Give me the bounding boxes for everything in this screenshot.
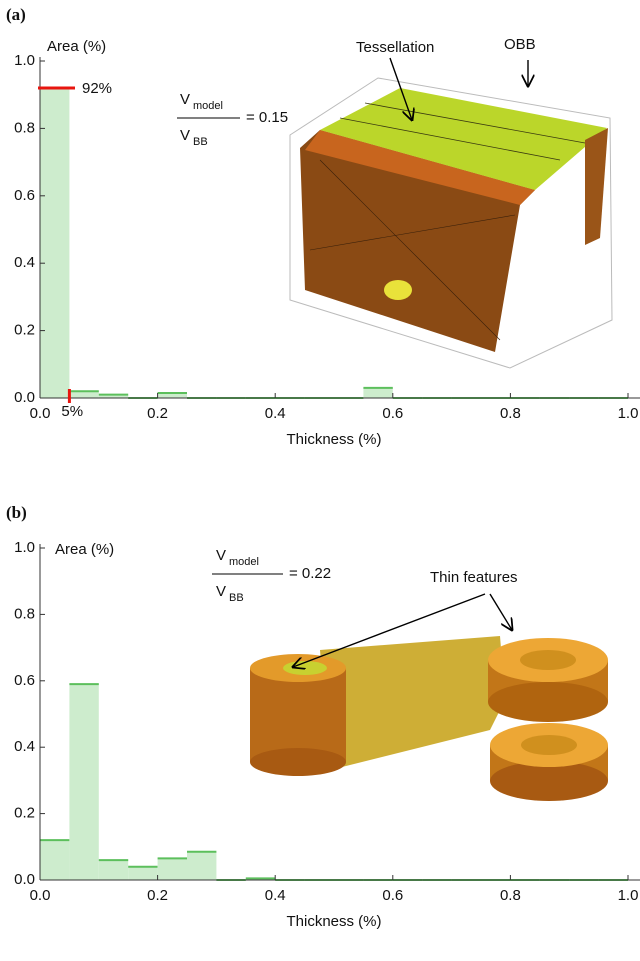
y-tick-label: 0.2 [14,322,35,339]
y-tick-label: 0.8 [14,119,35,136]
x-tick-label: 0.2 [147,887,168,904]
y-tick-label: 0.6 [14,187,35,204]
formula-sub: model [229,556,259,568]
x-tick-label: 1.0 [618,405,639,422]
bar [99,860,128,880]
bar [187,852,216,880]
formula-result: = 0.15 [246,109,288,126]
formula-v: V [180,127,190,144]
formula-v: V [216,583,226,600]
panel-label: (b) [6,503,27,522]
x-tick-label: 0.4 [265,405,286,422]
x-tick-label: 0.4 [265,887,286,904]
y-axis-label: Area (%) [47,38,106,55]
y-tick-label: 1.0 [14,52,35,69]
callout: Tessellation [356,39,434,56]
y-tick-label: 0.0 [14,871,35,888]
y-axis-label: Area (%) [55,541,114,558]
formula-sub: model [193,100,223,112]
x-tick-label: 0.2 [147,405,168,422]
formula-sub: BB [193,136,208,148]
bar [69,391,98,398]
y-tick-label: 0.4 [14,738,35,755]
x-tick-label: 0.8 [500,405,521,422]
bracket-render [290,58,612,368]
y-tick-label: 0.6 [14,672,35,689]
x-tick-label: 0.8 [500,887,521,904]
x-axis-label: Thickness (%) [286,431,381,448]
x-tick-label: 0.6 [382,887,403,904]
x-tick-label: 1.0 [618,887,639,904]
part-render [250,594,608,801]
bar [40,840,69,880]
figure: (a) Area (%) Thickness (%) V model V BB … [0,0,640,961]
callout: Thin features [430,569,518,586]
formula-result: = 0.22 [289,565,331,582]
bar [128,867,157,880]
y-tick-label: 0.2 [14,805,35,822]
formula-v: V [216,547,226,564]
x-tick-label: 0.6 [382,405,403,422]
panel-label: (a) [6,5,26,24]
callout: OBB [504,36,536,53]
x-tick-label: 0.0 [30,405,51,422]
formula-sub: BB [229,592,244,604]
y-tick-label: 1.0 [14,539,35,556]
y-tick-label: 0.4 [14,254,35,271]
bar [69,684,98,880]
bar [158,858,187,880]
x-tick-label: 0.0 [30,887,51,904]
formula-v: V [180,91,190,108]
bar [363,388,392,398]
y-tick-label: 0.8 [14,605,35,622]
annotation-label: 92% [82,80,112,97]
annotation-label: 5% [61,403,83,420]
y-tick-label: 0.0 [14,389,35,406]
bar [40,88,69,398]
x-axis-label: Thickness (%) [286,913,381,930]
